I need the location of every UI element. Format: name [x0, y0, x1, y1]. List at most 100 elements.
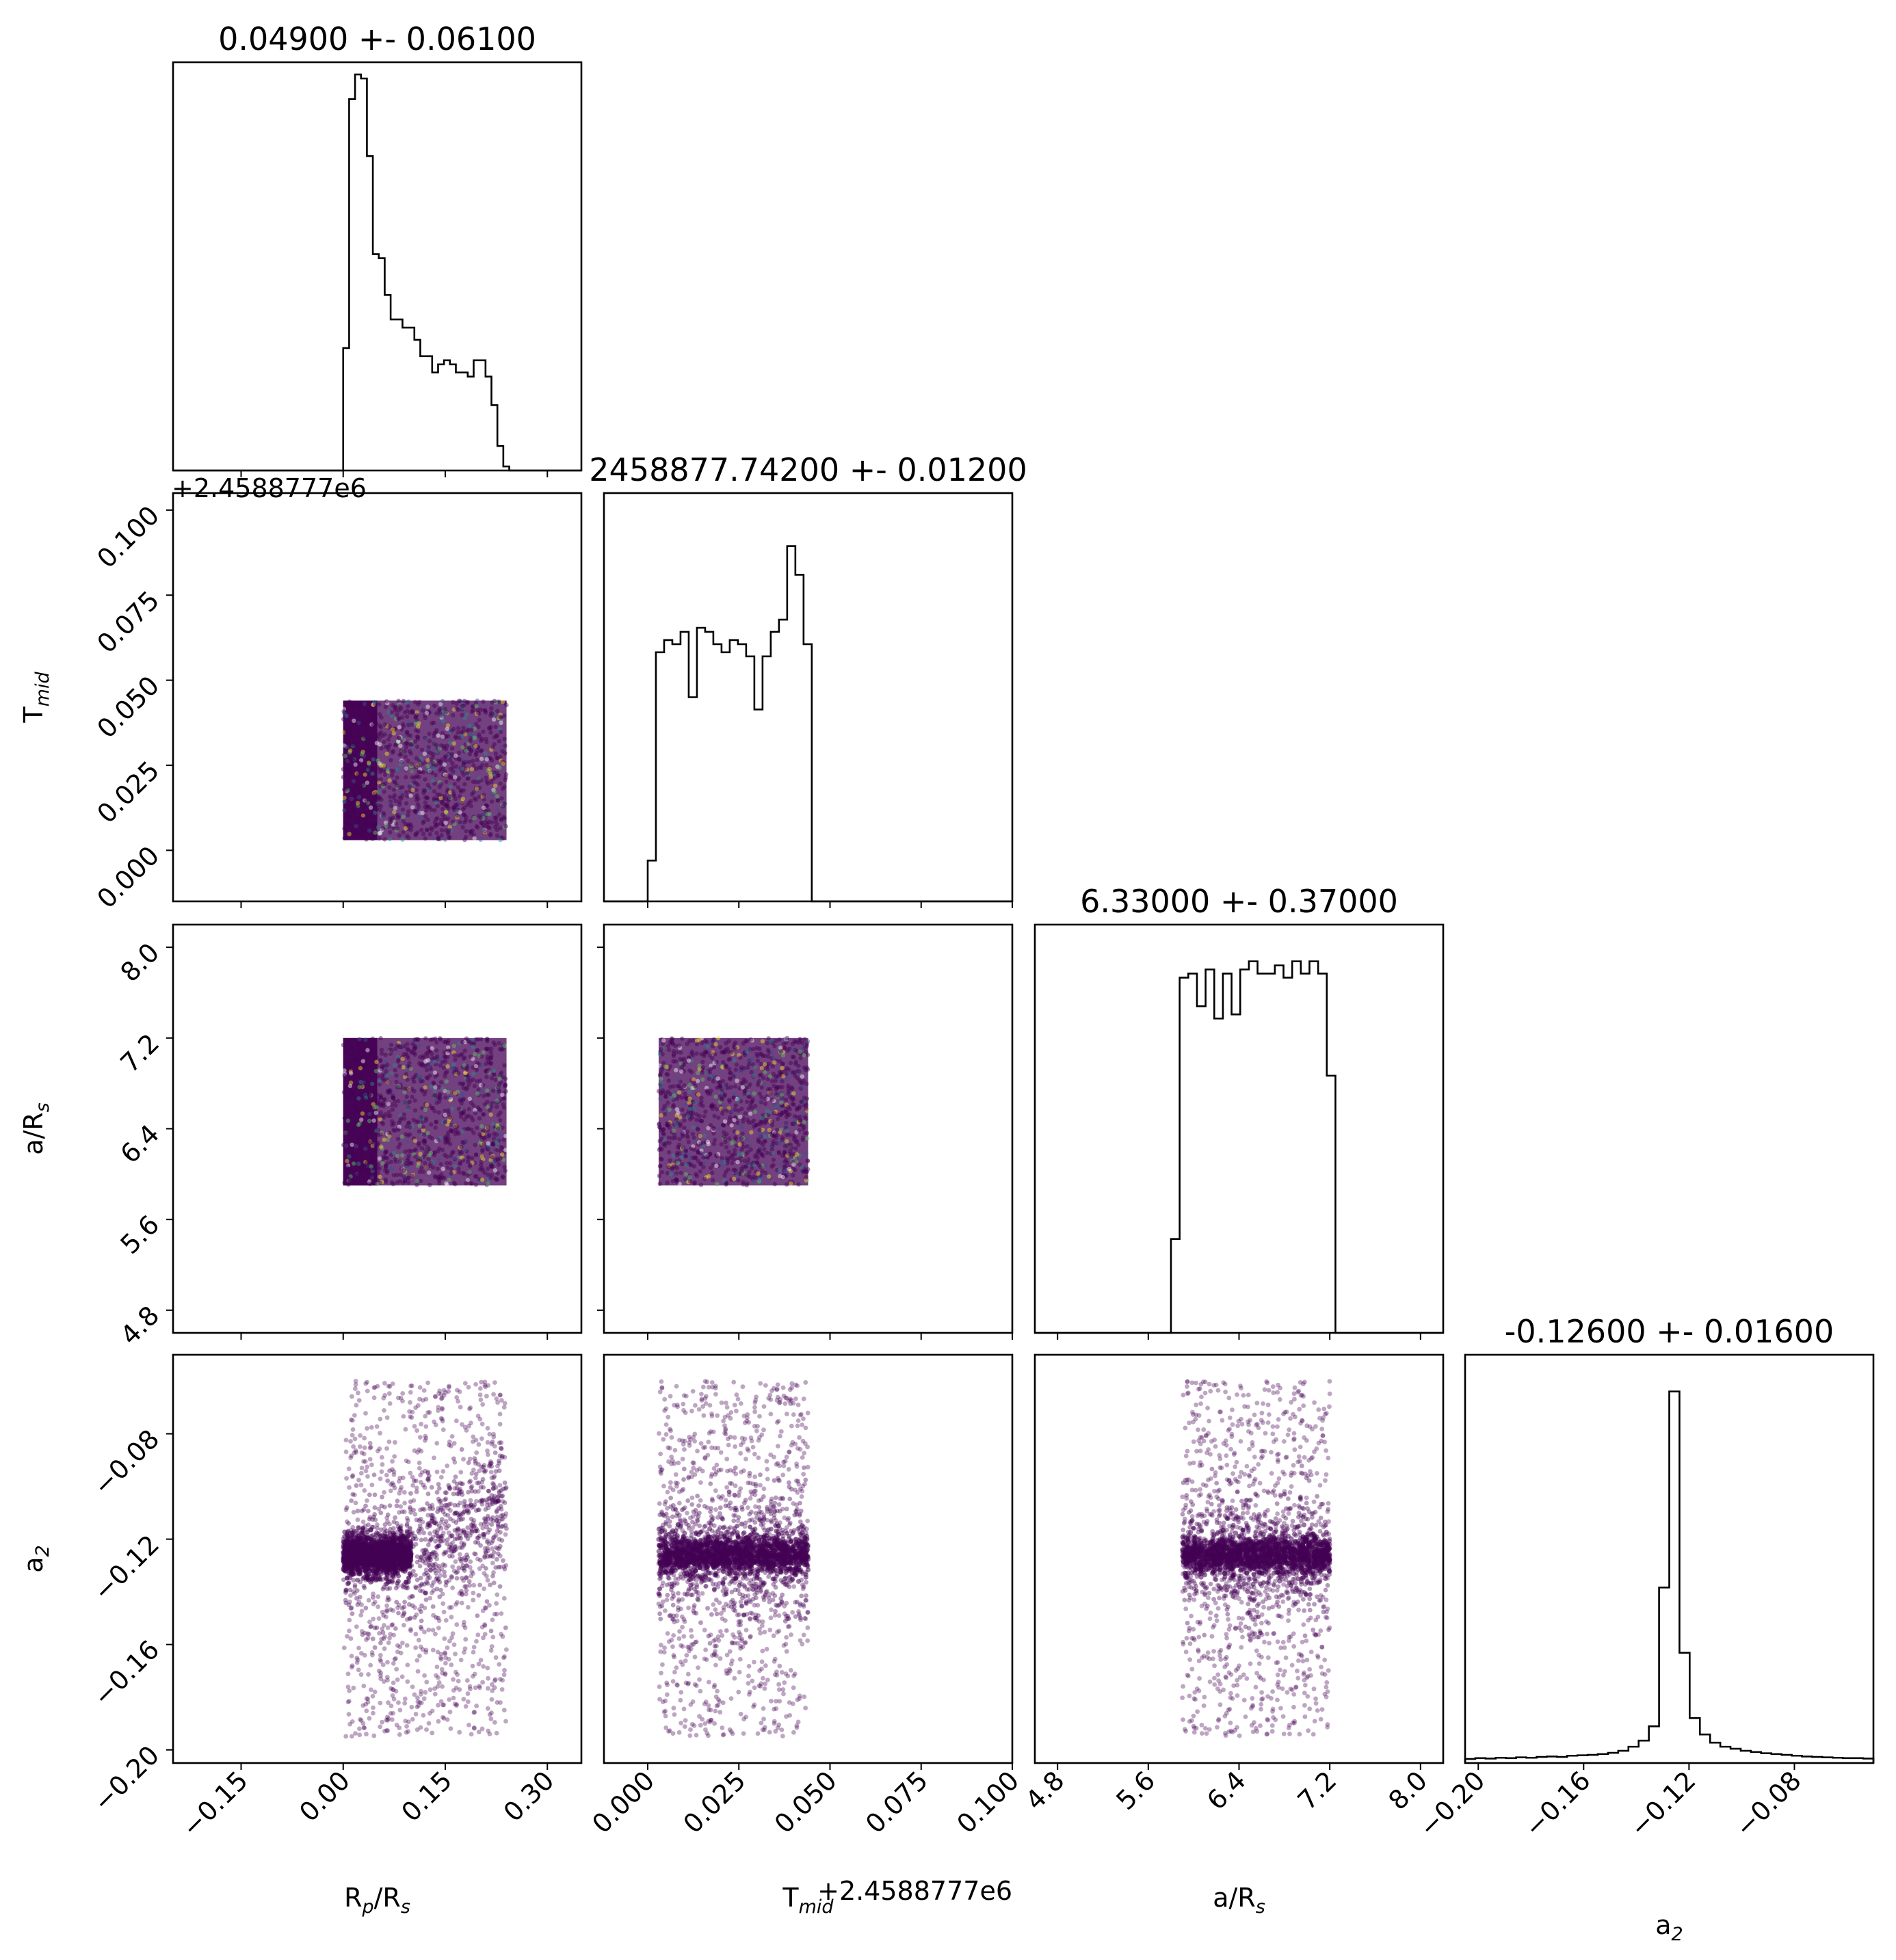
scatter-point — [374, 1104, 379, 1109]
scatter-point — [349, 1665, 354, 1670]
scatter-point — [482, 1383, 488, 1388]
scatter-point — [710, 1076, 715, 1081]
scatter-point — [485, 1057, 490, 1062]
scatter-point — [431, 764, 436, 769]
scatter-point — [436, 1137, 441, 1142]
scatter-point — [345, 1094, 350, 1100]
scatter-point — [671, 1102, 676, 1108]
scatter-point — [502, 1401, 508, 1406]
scatter-point — [667, 1107, 672, 1112]
scatter-point — [373, 702, 378, 706]
scatter-point — [719, 1106, 724, 1111]
scatter-point — [495, 1104, 499, 1109]
scatter-point — [496, 1126, 501, 1131]
scatter-point — [427, 768, 432, 773]
scatter-point — [710, 1103, 715, 1109]
scatter-point — [503, 772, 509, 777]
scatter-point — [380, 1063, 386, 1068]
scatter-point — [434, 1072, 440, 1077]
scatter-point — [438, 1699, 444, 1704]
scatter-point — [391, 1121, 396, 1126]
scatter-point — [358, 1065, 363, 1071]
scatter-point — [367, 813, 373, 818]
scatter-point — [449, 746, 455, 751]
scatter-point — [487, 825, 492, 830]
scatter-point — [725, 1085, 730, 1091]
scatter-point — [491, 1142, 496, 1147]
scatter-point — [473, 1065, 479, 1070]
scatter-point — [406, 1153, 412, 1158]
scatter-point — [709, 1052, 714, 1057]
scatter-point — [347, 699, 352, 704]
scatter-point — [743, 1152, 749, 1157]
scatter-point — [719, 1164, 724, 1169]
scatter-point — [457, 1042, 462, 1046]
scatter-point — [670, 1041, 674, 1046]
scatter-point — [482, 1094, 486, 1098]
scatter-point — [492, 1494, 497, 1499]
scatter-point — [383, 1150, 388, 1156]
scatter-point — [675, 1145, 681, 1150]
scatter-point — [779, 1091, 784, 1096]
scatter-point — [657, 1174, 662, 1178]
scatter-point — [488, 1061, 494, 1065]
scatter-point — [805, 1052, 811, 1057]
scatter-point — [424, 710, 430, 715]
scatter-point — [387, 1384, 393, 1389]
scatter-point — [427, 1103, 432, 1108]
scatter-density — [658, 1037, 808, 1186]
scatter-point — [757, 1131, 763, 1136]
scatter-point — [700, 1041, 705, 1046]
scatter-point — [473, 1152, 479, 1157]
scatter-point — [727, 1136, 732, 1141]
scatter-point — [439, 817, 444, 823]
scatter-point — [404, 1100, 409, 1104]
scatter-point — [772, 1130, 777, 1135]
scatter-point — [435, 1650, 440, 1655]
scatter-point — [353, 1386, 358, 1391]
scatter-point — [488, 1553, 494, 1559]
scatter-point — [380, 1100, 386, 1106]
scatter-point — [408, 827, 413, 832]
scatter-point — [387, 1522, 392, 1527]
scatter-point — [774, 1167, 780, 1173]
scatter-point — [377, 1113, 382, 1118]
scatter-point — [353, 828, 358, 834]
scatter-point — [347, 1179, 352, 1184]
scatter-point — [495, 1498, 501, 1504]
scatter-point — [451, 789, 456, 794]
scatter-point — [796, 1040, 801, 1045]
scatter-point — [681, 1062, 686, 1068]
scatter-point — [472, 1083, 477, 1089]
scatter-point — [683, 1154, 688, 1158]
scatter-point — [493, 1655, 499, 1660]
scatter-point — [398, 1395, 404, 1401]
scatter-point — [464, 1563, 470, 1568]
scatter-point — [443, 1502, 448, 1508]
histogram-step-line — [1035, 960, 1443, 1334]
scatter-point — [471, 1725, 477, 1730]
scatter-point — [349, 1734, 354, 1739]
scatter-point — [406, 1156, 410, 1161]
scatter-point — [417, 810, 422, 815]
scatter-point — [500, 786, 505, 791]
scatter-point — [792, 1117, 798, 1122]
scatter-point — [750, 1177, 755, 1182]
scatter-point — [501, 1043, 507, 1048]
scatter-point — [446, 1548, 451, 1553]
scatter-point — [438, 706, 443, 712]
scatter-point — [369, 786, 373, 791]
scatter-point — [357, 1135, 363, 1140]
scatter-point — [410, 1535, 416, 1541]
scatter-point — [492, 711, 497, 717]
scatter-point — [423, 836, 427, 841]
scatter-point — [423, 1396, 429, 1402]
scatter-point — [408, 1390, 413, 1395]
scatter-point — [370, 771, 375, 776]
scatter-point — [434, 1544, 439, 1550]
scatter-point — [503, 1522, 508, 1528]
scatter-point — [352, 1070, 357, 1075]
scatter-point — [496, 1506, 501, 1511]
scatter-point — [779, 1175, 785, 1180]
scatter-point — [453, 1652, 458, 1656]
